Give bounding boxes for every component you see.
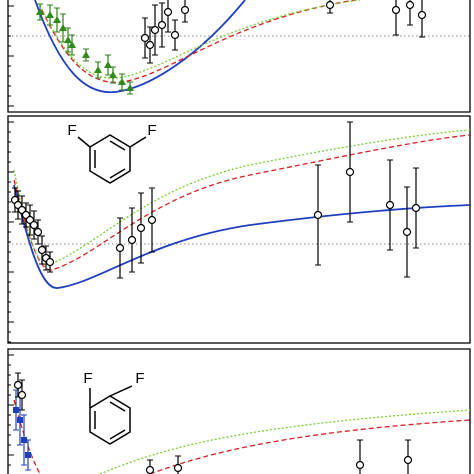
panel-2-frame [7, 115, 471, 344]
theory-curve [41, 0, 356, 84]
data-point [402, 227, 412, 237]
data-point [145, 465, 155, 474]
molecule-2 [89, 385, 133, 445]
data-point [37, 245, 47, 255]
data-point [25, 452, 31, 458]
data-point [126, 84, 134, 91]
data-point [59, 24, 67, 31]
data-point [33, 227, 43, 237]
data-point [36, 8, 44, 15]
data-point [313, 210, 323, 220]
data-point [64, 36, 72, 43]
atom-label: F [67, 122, 76, 139]
data-point [417, 10, 427, 20]
data-point [104, 61, 112, 68]
data-point [385, 200, 395, 210]
panel-frames [7, 0, 471, 474]
data-point [13, 380, 23, 390]
data-point [150, 25, 160, 35]
theory-curve [99, 409, 471, 474]
data-point [13, 407, 19, 413]
data-point [29, 220, 39, 230]
molecule-1 [77, 134, 147, 184]
data-point [127, 235, 137, 245]
data-point [325, 0, 335, 10]
zero-lines [8, 35, 470, 245]
data-point [147, 215, 157, 225]
data-point [136, 223, 146, 233]
atom-label: F [147, 122, 156, 139]
data-point [405, 0, 415, 10]
data-point [170, 30, 180, 40]
data-point [411, 203, 421, 213]
theory-curve [149, 419, 471, 474]
data-point [391, 5, 401, 15]
atom-label: F [135, 370, 144, 387]
theory-curve [13, 134, 471, 271]
data-point [157, 20, 167, 30]
data-point [21, 437, 27, 443]
data-point [82, 51, 90, 58]
data-point [173, 463, 183, 473]
data-point [345, 167, 355, 177]
data-point [45, 257, 55, 267]
data-point [118, 78, 126, 85]
data-point [68, 41, 76, 48]
theory-curve [13, 129, 471, 266]
atom-label: F [83, 370, 92, 387]
data-point [180, 5, 190, 15]
theory-curve [13, 184, 471, 289]
data-point [17, 417, 23, 423]
data-point [355, 460, 365, 470]
data-point [94, 66, 102, 73]
data-point [403, 455, 413, 465]
theory-curve [39, 0, 361, 79]
data-point [17, 390, 27, 400]
data-point [163, 7, 173, 17]
data-point [115, 243, 125, 253]
data-point [140, 33, 150, 43]
data-point [46, 11, 54, 18]
theory-curve [34, 0, 246, 94]
panel-1-frame [7, 0, 471, 113]
data-point [145, 40, 155, 50]
panel-3-frame [7, 348, 471, 474]
data-point [53, 16, 61, 23]
data-point [109, 71, 117, 78]
